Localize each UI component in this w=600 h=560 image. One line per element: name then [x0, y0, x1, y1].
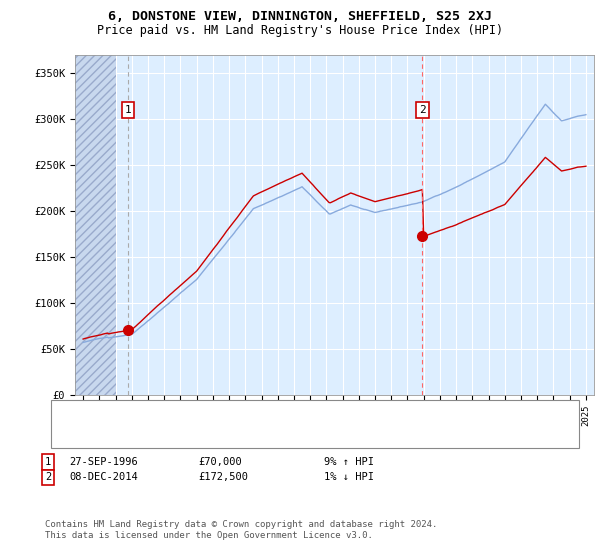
Text: Contains HM Land Registry data © Crown copyright and database right 2024.: Contains HM Land Registry data © Crown c…	[45, 520, 437, 529]
Text: 1: 1	[45, 457, 51, 467]
Text: 27-SEP-1996: 27-SEP-1996	[69, 457, 138, 467]
Text: HPI: Average price, detached house, Rotherham: HPI: Average price, detached house, Roth…	[96, 433, 377, 443]
Text: 6, DONSTONE VIEW, DINNINGTON, SHEFFIELD, S25 2XJ: 6, DONSTONE VIEW, DINNINGTON, SHEFFIELD,…	[108, 10, 492, 23]
Text: Price paid vs. HM Land Registry's House Price Index (HPI): Price paid vs. HM Land Registry's House …	[97, 24, 503, 36]
Text: 1% ↓ HPI: 1% ↓ HPI	[324, 472, 374, 482]
Text: This data is licensed under the Open Government Licence v3.0.: This data is licensed under the Open Gov…	[45, 531, 373, 540]
Text: £70,000: £70,000	[198, 457, 242, 467]
Text: £172,500: £172,500	[198, 472, 248, 482]
Text: 1: 1	[124, 105, 131, 115]
Text: 2: 2	[45, 472, 51, 482]
Text: 6, DONSTONE VIEW, DINNINGTON, SHEFFIELD, S25 2XJ (detached house): 6, DONSTONE VIEW, DINNINGTON, SHEFFIELD,…	[96, 422, 502, 432]
Text: 9% ↑ HPI: 9% ↑ HPI	[324, 457, 374, 467]
Bar	[75, 55, 116, 395]
Text: 2: 2	[419, 105, 426, 115]
Text: 08-DEC-2014: 08-DEC-2014	[69, 472, 138, 482]
